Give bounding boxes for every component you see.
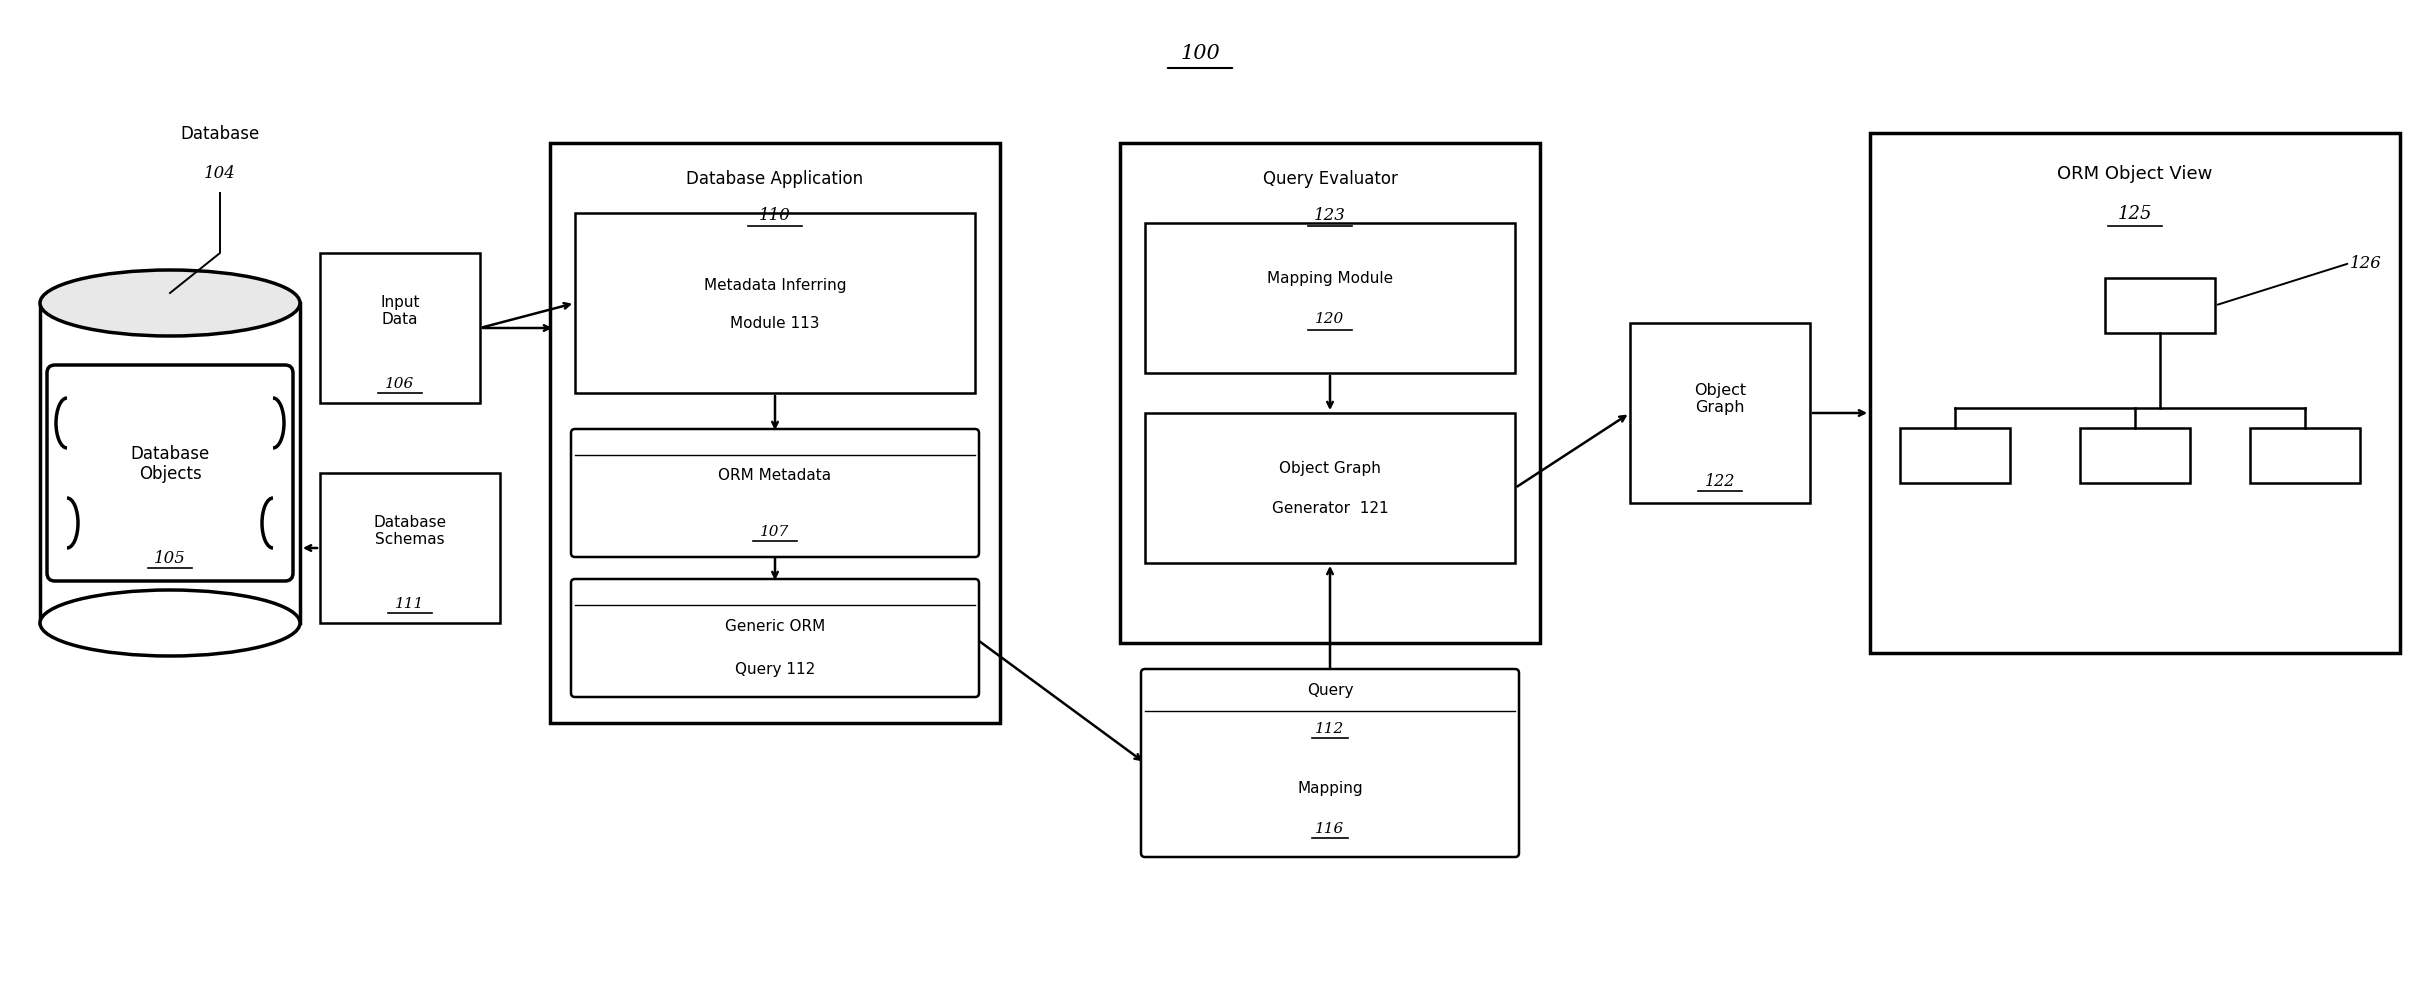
Text: 116: 116 — [1315, 821, 1345, 835]
Text: 111: 111 — [396, 597, 425, 611]
Text: 106: 106 — [386, 376, 415, 390]
Text: Module 113: Module 113 — [731, 316, 820, 331]
FancyBboxPatch shape — [46, 366, 294, 582]
Ellipse shape — [39, 591, 301, 656]
FancyBboxPatch shape — [2104, 279, 2216, 334]
Text: Input
Data: Input Data — [381, 295, 420, 327]
FancyBboxPatch shape — [2080, 428, 2189, 483]
Text: Query 112: Query 112 — [735, 662, 815, 677]
FancyBboxPatch shape — [2250, 428, 2359, 483]
FancyBboxPatch shape — [570, 429, 978, 558]
Text: 110: 110 — [760, 208, 791, 225]
Text: 125: 125 — [2119, 205, 2153, 223]
FancyBboxPatch shape — [1141, 669, 1519, 858]
FancyBboxPatch shape — [1146, 413, 1514, 564]
Text: Query Evaluator: Query Evaluator — [1262, 170, 1398, 188]
FancyBboxPatch shape — [1119, 143, 1541, 643]
Text: ORM Object View: ORM Object View — [2058, 164, 2213, 183]
Text: 104: 104 — [204, 165, 235, 183]
Text: Generic ORM: Generic ORM — [726, 619, 825, 634]
Text: Metadata Inferring: Metadata Inferring — [704, 278, 847, 293]
Text: Database: Database — [180, 125, 260, 142]
Text: 122: 122 — [1704, 473, 1735, 490]
FancyBboxPatch shape — [1631, 324, 1811, 504]
Text: Query: Query — [1306, 682, 1354, 697]
Text: Object
Graph: Object Graph — [1694, 382, 1745, 415]
Text: 112: 112 — [1315, 721, 1345, 735]
FancyBboxPatch shape — [575, 214, 976, 393]
FancyBboxPatch shape — [1900, 428, 2010, 483]
FancyBboxPatch shape — [1146, 224, 1514, 374]
Text: 107: 107 — [760, 525, 789, 539]
Text: Database
Objects: Database Objects — [131, 444, 209, 482]
FancyBboxPatch shape — [1869, 133, 2400, 653]
Text: ORM Metadata: ORM Metadata — [718, 468, 832, 483]
Text: Database
Schemas: Database Schemas — [374, 515, 447, 547]
FancyBboxPatch shape — [551, 143, 1000, 723]
FancyBboxPatch shape — [320, 473, 500, 624]
Text: Object Graph: Object Graph — [1279, 461, 1381, 476]
Text: 120: 120 — [1315, 312, 1345, 326]
Text: 123: 123 — [1313, 208, 1347, 225]
Text: Mapping Module: Mapping Module — [1267, 271, 1393, 286]
FancyBboxPatch shape — [320, 254, 481, 403]
FancyBboxPatch shape — [570, 580, 978, 697]
Text: Database Application: Database Application — [687, 170, 864, 188]
FancyBboxPatch shape — [39, 304, 301, 624]
Text: Mapping: Mapping — [1296, 780, 1364, 795]
Text: 100: 100 — [1180, 44, 1221, 63]
Text: Generator  121: Generator 121 — [1272, 502, 1388, 516]
Text: 105: 105 — [153, 550, 187, 567]
Ellipse shape — [39, 271, 301, 337]
Text: 126: 126 — [2349, 255, 2381, 272]
